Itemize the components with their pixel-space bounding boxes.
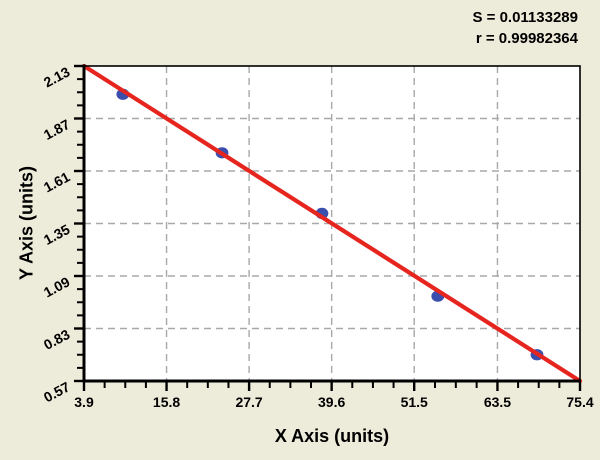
stat-r-value: r = 0.99982364	[475, 30, 578, 47]
fit-statistics: S = 0.01133289 r = 0.99982364	[472, 7, 578, 49]
y-tick-label: 1.61	[41, 168, 73, 195]
y-tick-label: 2.13	[41, 63, 73, 90]
y-tick-label: 0.83	[41, 326, 73, 353]
x-tick-label: 27.7	[235, 394, 262, 410]
x-tick-label: 3.9	[74, 394, 94, 410]
stat-s-value: S = 0.01133289	[472, 9, 578, 26]
x-tick-label: 75.4	[566, 394, 593, 410]
y-tick-label: 1.09	[41, 273, 73, 300]
y-tick-label: 1.87	[41, 116, 73, 143]
x-tick-label: 63.5	[484, 394, 511, 410]
x-tick-label: 51.5	[401, 394, 428, 410]
x-axis-title: X Axis (units)	[274, 426, 390, 446]
x-tick-label: 39.6	[318, 394, 345, 410]
y-axis-title: Y Axis (units)	[16, 165, 37, 281]
y-tick-label: 0.57	[41, 378, 73, 405]
fit-line	[81, 63, 583, 384]
y-tick-label: 1.35	[41, 221, 73, 248]
x-tick-label: 15.8	[153, 394, 180, 410]
